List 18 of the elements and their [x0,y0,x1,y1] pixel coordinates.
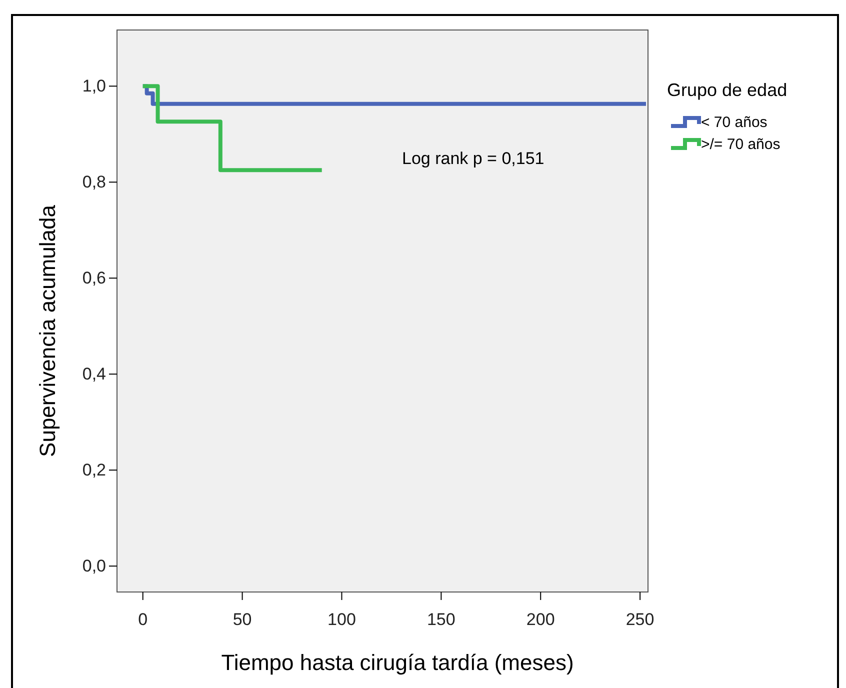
x-axis-title: Tiempo hasta cirugía tardía (meses) [221,650,574,675]
x-tick-label: 150 [426,610,456,630]
x-tick-label: 0 [138,610,148,630]
annotation: Log rank p = 0,151 [402,149,544,168]
y-axis-title: Supervivencia acumulada [35,204,60,457]
x-tick-label: 50 [232,610,252,630]
x-tick-label: 100 [328,610,356,630]
y-tick-label: 0,6 [82,268,106,288]
x-tick-label: 200 [526,610,555,630]
y-tick-label: 0,2 [82,460,106,480]
y-tick-label: 1,0 [82,76,106,96]
x-tick-label: 250 [626,610,654,630]
y-tick-label: 0,4 [82,364,106,384]
legend-label: >/= 70 años [701,136,780,153]
y-tick-label: 0,8 [82,172,106,192]
y-tick-label: 0,0 [82,556,106,576]
legend-label: < 70 años [701,114,768,131]
legend-title: Grupo de edad [667,80,788,100]
